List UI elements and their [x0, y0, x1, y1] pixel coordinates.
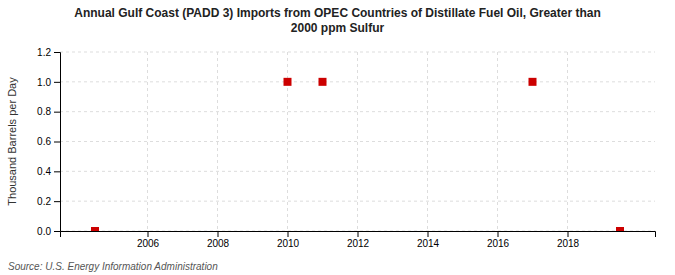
tick: 1.0 — [37, 77, 60, 88]
tick-mark — [218, 231, 219, 237]
point — [284, 78, 292, 86]
tick: 0.8 — [37, 106, 60, 117]
x-axis: 2006 2008 2010 2012 2014 2016 2018 — [61, 231, 656, 249]
title-line: 2000 ppm Sulfur — [291, 21, 385, 35]
tick-label: 2010 — [277, 238, 300, 249]
points — [91, 78, 624, 231]
tick: 2014 — [417, 231, 440, 249]
tick-label: 1.0 — [37, 77, 51, 88]
point — [616, 227, 624, 231]
title: Annual Gulf Coast (PADD 3) Imports from … — [74, 6, 601, 35]
point — [91, 227, 99, 231]
tick: 1.2 — [37, 47, 60, 58]
tick-label: 0.8 — [37, 106, 51, 117]
y-axis: 0.0 0.2 0.4 0.6 0.8 1.0 1.2 — [37, 47, 60, 237]
tick-label: 2012 — [347, 238, 370, 249]
chart: 2006 2008 2010 2012 2014 2016 2018 0.0 0.2 0.4 0.6… — [0, 0, 675, 275]
tick-mark — [54, 142, 60, 143]
grid-line — [217, 52, 218, 231]
tick: 0.2 — [37, 196, 60, 207]
tick: 2016 — [487, 231, 510, 249]
grid — [60, 52, 655, 231]
tick-mark — [358, 231, 359, 237]
tick-label: 2008 — [207, 238, 230, 249]
axis-line — [54, 53, 61, 232]
tick: 2008 — [207, 231, 230, 249]
grid-line — [357, 52, 358, 231]
grid-line — [60, 171, 655, 172]
tick-label: 0.6 — [37, 136, 51, 147]
tick-label: 0.0 — [37, 226, 51, 237]
tick: 2010 — [277, 231, 300, 249]
tick: 0.0 — [37, 226, 60, 237]
point — [529, 78, 537, 86]
grid-line — [427, 52, 428, 231]
grid-line — [60, 201, 655, 202]
tick-mark — [54, 112, 60, 113]
tick-mark — [54, 201, 60, 202]
tick-label: 2006 — [137, 238, 160, 249]
grid-line — [147, 52, 148, 231]
plot-area: 2006 2008 2010 2012 2014 2016 2018 0.0 0.2 0.4 0.6… — [37, 47, 655, 249]
title-line: Annual Gulf Coast (PADD 3) Imports from … — [74, 6, 601, 20]
y-axis-title: Thousand Barrels per Day — [6, 77, 18, 206]
tick-mark — [568, 231, 569, 237]
tick-label: 2016 — [487, 238, 510, 249]
tick-mark — [54, 231, 60, 232]
tick: 0.6 — [37, 136, 60, 147]
tick: 0.4 — [37, 166, 60, 177]
tick-label: 0.4 — [37, 166, 51, 177]
tick-mark — [148, 231, 149, 237]
tick-mark — [54, 82, 60, 83]
point — [319, 78, 327, 86]
tick: 2006 — [137, 231, 160, 249]
tick-label: 2014 — [417, 238, 440, 249]
grid-line — [60, 141, 655, 142]
annotation: Source: U.S. Energy Information Administ… — [8, 261, 218, 272]
tick-label: 2018 — [557, 238, 580, 249]
grid-line — [567, 52, 568, 231]
axis-line — [61, 232, 656, 238]
tick: 2018 — [557, 231, 580, 249]
tick-label: 0.2 — [37, 196, 51, 207]
tick-mark — [498, 231, 499, 237]
tick: 2012 — [347, 231, 370, 249]
tick-mark — [54, 52, 60, 53]
tick-mark — [288, 231, 289, 237]
tick-mark — [428, 231, 429, 237]
grid-line — [497, 52, 498, 231]
tick-mark — [54, 171, 60, 172]
tick-label: 1.2 — [37, 47, 51, 58]
